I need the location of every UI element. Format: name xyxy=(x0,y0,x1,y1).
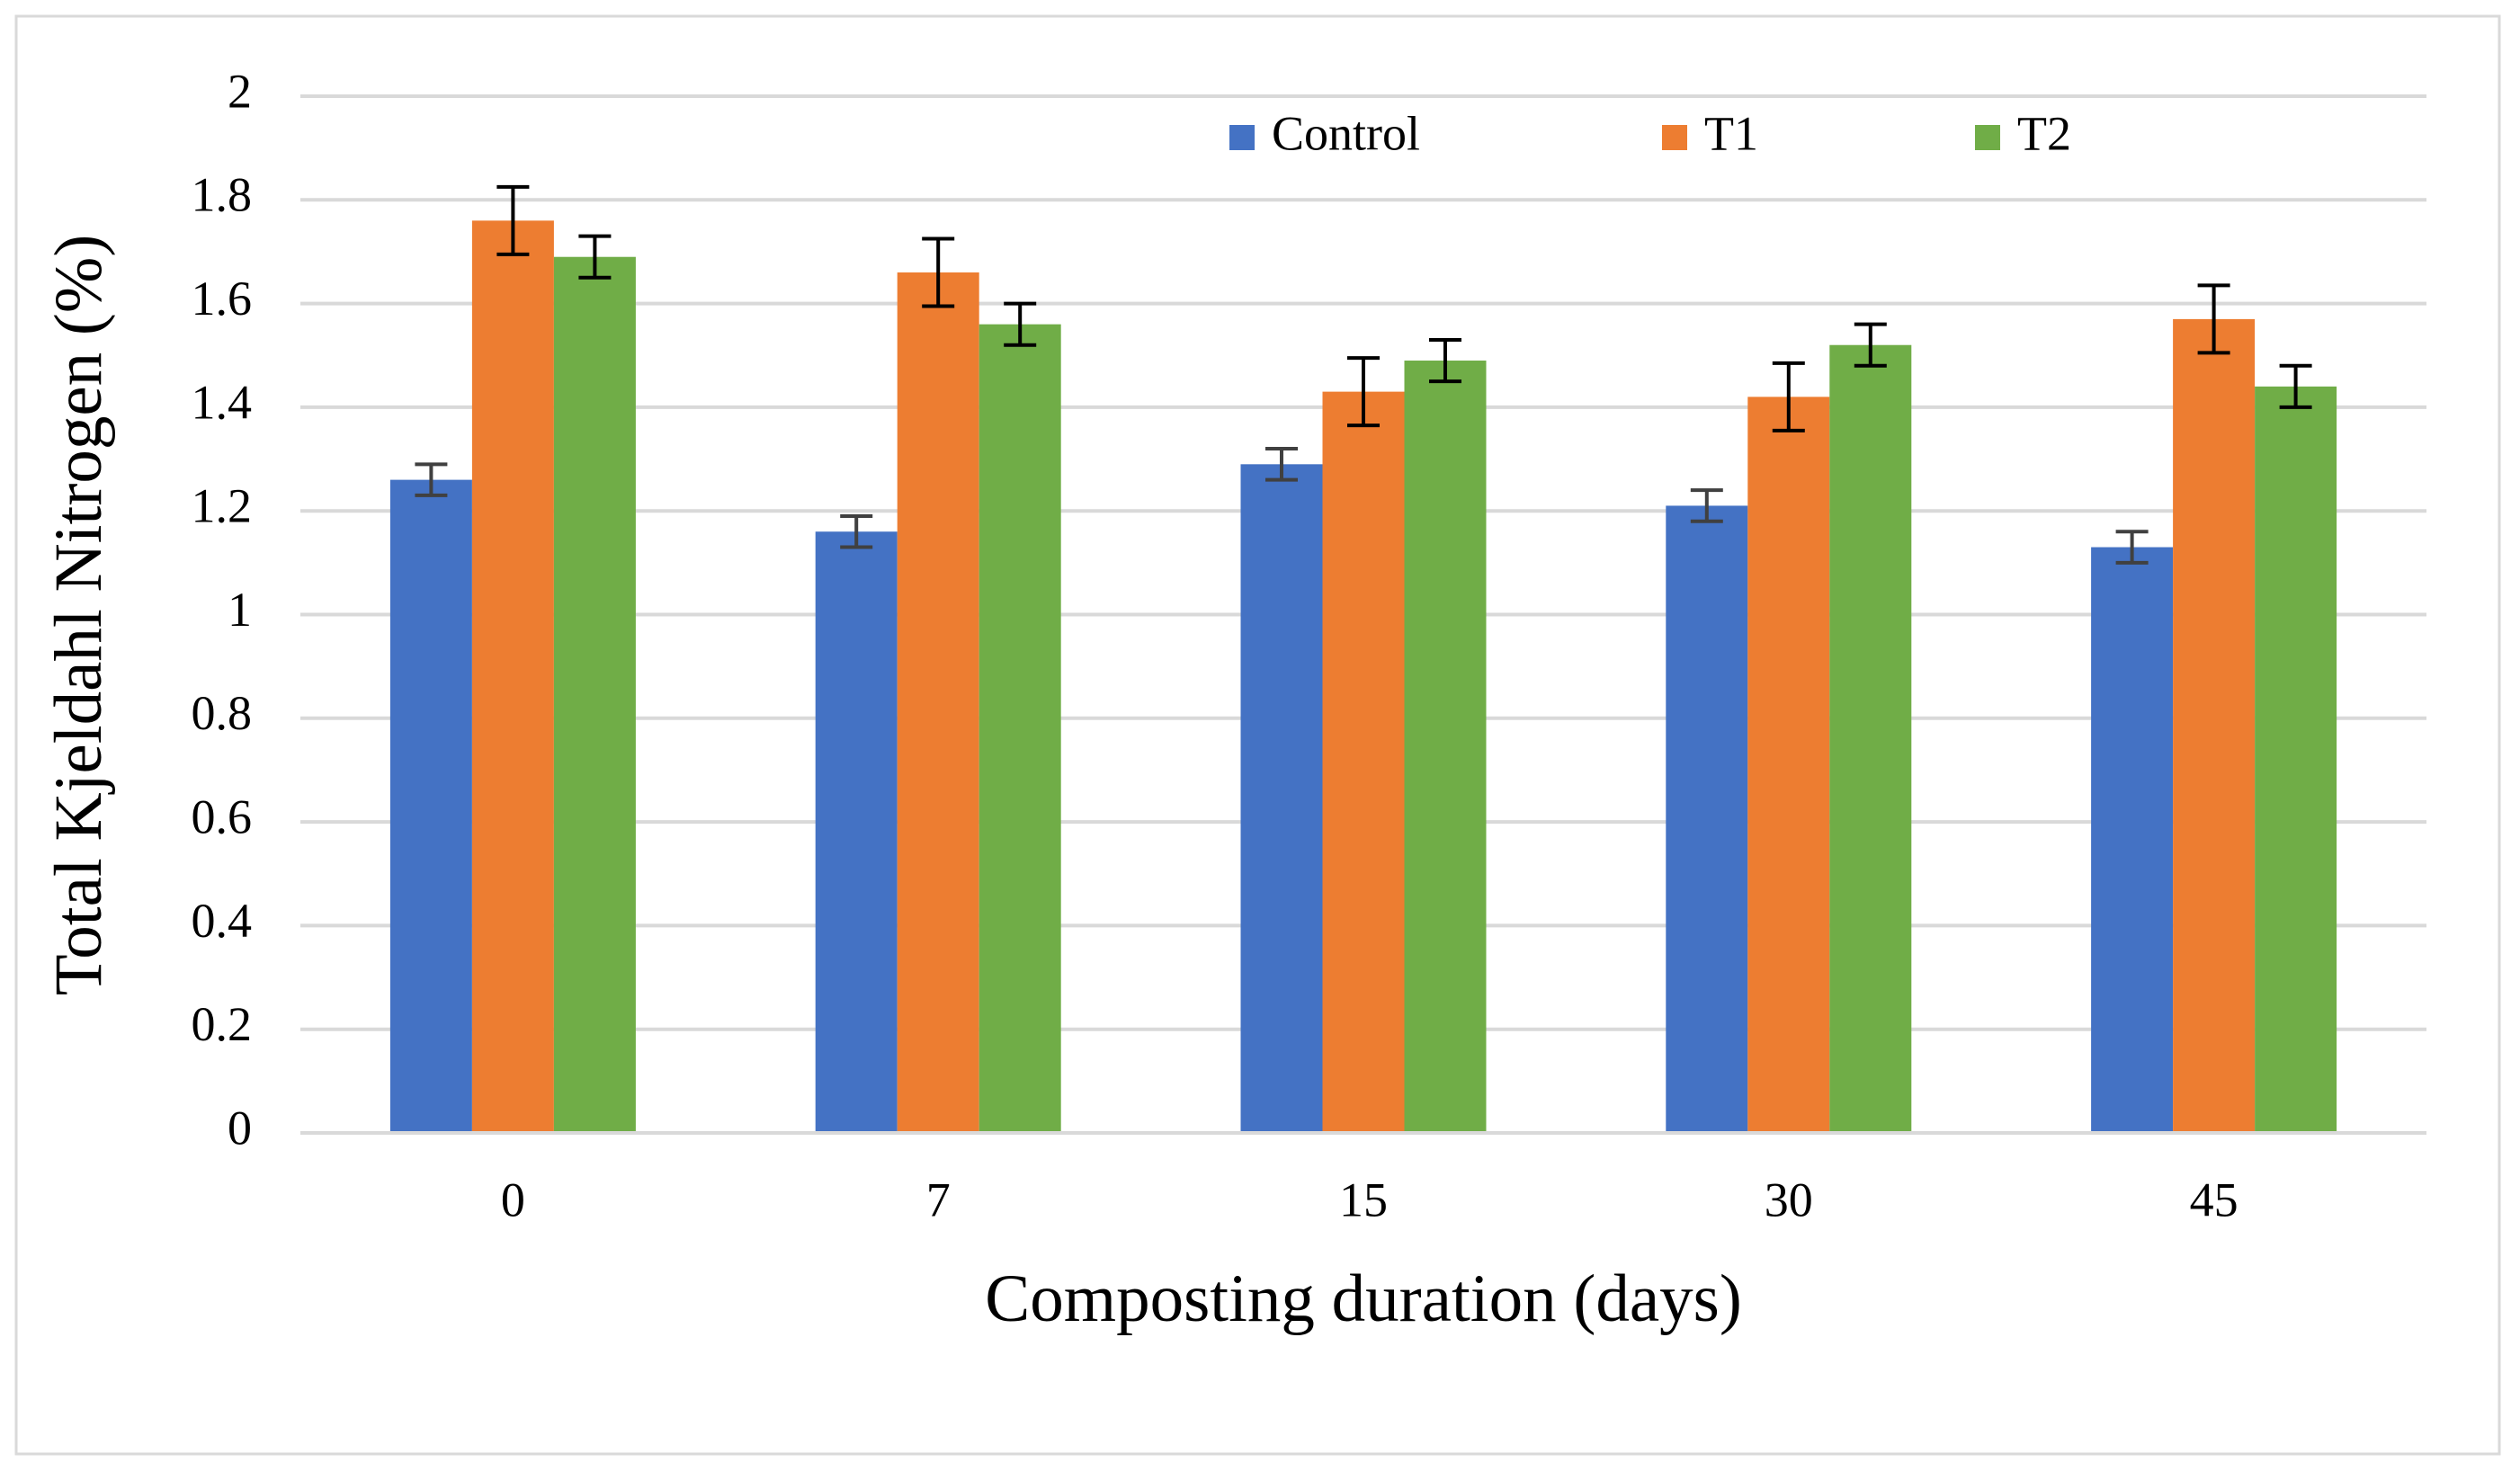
bar xyxy=(471,220,554,1134)
error-bar xyxy=(2279,363,2312,409)
error-bar xyxy=(1690,488,1723,523)
y-tick-label: 0.4 xyxy=(192,894,253,948)
error-bar xyxy=(2197,283,2230,355)
x-axis-title: Composting duration (days) xyxy=(985,1262,1742,1336)
legend-label: T1 xyxy=(1704,106,1758,160)
bar xyxy=(1240,464,1323,1133)
y-tick-label: 1.6 xyxy=(192,272,253,325)
bar xyxy=(979,324,1061,1133)
y-tick-label: 1 xyxy=(228,583,252,637)
error-bar xyxy=(1347,356,1380,428)
bar xyxy=(2255,386,2337,1134)
legend-label: Control xyxy=(1272,106,1420,160)
y-tick-label: 1.8 xyxy=(192,168,253,222)
y-tick-label: 1.2 xyxy=(192,479,253,533)
bar xyxy=(1829,344,1912,1134)
legend-swatch xyxy=(1975,125,2000,150)
x-tick-label: 30 xyxy=(1765,1172,1813,1226)
x-tick-label: 15 xyxy=(1339,1172,1388,1226)
y-tick-label: 0.8 xyxy=(192,686,253,740)
y-tick-label: 2 xyxy=(228,64,252,118)
bar xyxy=(553,256,636,1134)
y-tick-label: 0 xyxy=(228,1101,252,1155)
legend-swatch xyxy=(1662,125,1687,150)
x-tick-label: 0 xyxy=(501,1172,525,1226)
error-bar xyxy=(1004,301,1037,347)
legend-swatch xyxy=(1229,125,1255,150)
error-bar xyxy=(1265,447,1298,482)
bar xyxy=(1747,397,1830,1133)
bar xyxy=(1666,505,1748,1133)
legend-label: T2 xyxy=(2017,106,2071,160)
bar xyxy=(1404,361,1487,1133)
bar xyxy=(2173,318,2256,1133)
error-bar xyxy=(415,462,448,497)
error-bar xyxy=(496,184,530,256)
error-bar xyxy=(840,513,873,549)
y-tick-label: 0.2 xyxy=(192,997,253,1051)
y-axis-title: Total Kjeldahl Nitrogen (%) xyxy=(41,235,116,996)
y-tick-label: 0.6 xyxy=(192,789,253,843)
bar xyxy=(2091,547,2174,1133)
y-tick-label: 1.4 xyxy=(192,375,253,429)
bar xyxy=(815,531,898,1133)
error-bar xyxy=(1429,337,1461,384)
bar xyxy=(1322,391,1405,1134)
error-bar xyxy=(922,236,955,308)
error-bar xyxy=(1772,361,1805,432)
bar xyxy=(897,272,979,1133)
x-tick-label: 45 xyxy=(2190,1172,2239,1226)
error-bar xyxy=(2115,530,2149,565)
bar xyxy=(389,479,472,1133)
error-bar xyxy=(578,234,612,280)
error-bar xyxy=(1854,322,1887,368)
x-tick-label: 7 xyxy=(926,1172,951,1226)
